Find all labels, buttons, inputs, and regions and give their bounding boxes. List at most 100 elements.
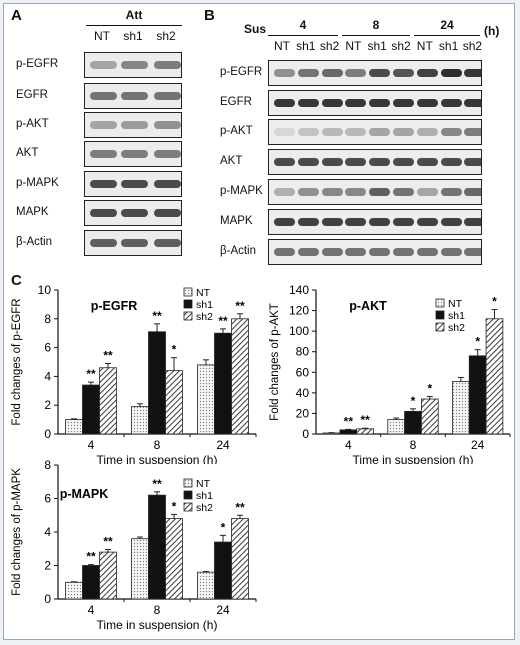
blot-band [90,180,117,188]
blot-band [369,218,391,226]
blot-band [297,158,319,166]
panel-b-unit-label: (h) [484,24,500,38]
panel-a-row-label: EGFR [16,89,48,101]
panel-a-row-label: β-Actin [16,236,53,248]
y-axis-label: Fold changes of p-AKT [269,303,281,421]
panel-b-lane-label: sh2 [391,39,411,53]
panel-a-row-label: p-EGFR [16,58,59,70]
x-axis-label: Time in suspension (h) [97,618,218,632]
panel-b-row-label: p-AKT [220,125,253,137]
y-tick-label: 4 [44,369,51,383]
panel-b-blot [268,209,482,235]
blot-band [464,69,481,77]
bar-sh2 [99,367,117,435]
blot-band [345,218,367,226]
figure-frame: A Att B Sus (h) C 0 2 4 6 8 10 Fold changes of… [3,3,515,640]
significance-mark: ** [235,500,245,514]
panel-b-lane-label: sh1 [367,39,387,53]
panel-b-lane-label: sh1 [438,39,459,53]
y-tick-label: 4 [44,525,51,539]
y-tick-label: 2 [44,559,51,573]
significance-mark: ** [344,414,354,428]
blot-band [464,99,481,107]
blot-band [440,69,462,77]
bar-sh1 [468,355,487,435]
panel-a-blot [84,141,182,167]
blot-band [90,239,117,247]
panel-a-blot [84,52,182,78]
blot-band [345,248,367,256]
blot-band [274,99,295,107]
blot-band [321,99,343,107]
legend-swatch [435,310,445,320]
y-tick-label: 0 [44,427,51,441]
legend-label: sh2 [196,311,213,323]
blot-band [154,92,181,100]
blot-band [90,121,117,129]
blot-band [393,248,414,256]
panel-b-time-line [268,35,338,36]
x-tick-label: 8 [154,438,161,452]
blot-band [154,150,181,158]
blot-band [297,188,319,196]
blot-band [90,150,117,158]
legend-swatch [183,502,193,512]
blot-band [121,209,148,217]
significance-mark: ** [103,535,113,549]
panel-c-letter: C [11,272,22,289]
panel-b-lane-label: NT [274,39,290,53]
blot-band [464,128,481,136]
panel-b-row-label: p-MAPK [220,185,263,197]
y-tick-label: 20 [296,406,310,420]
y-tick-label: 80 [296,345,310,359]
bar-sh1 [82,384,100,435]
blot-band [297,99,319,107]
panel-b-time-header: 8 [372,18,380,32]
y-tick-label: 0 [44,592,51,606]
blot-band [90,92,117,100]
bar-sh2 [165,518,183,600]
blot-band [154,180,181,188]
blot-band [121,239,148,247]
blot-band [274,69,295,77]
blot-band [297,218,319,226]
blot-band [464,218,481,226]
significance-mark: * [475,335,480,349]
panel-b-lane-label: sh1 [296,39,316,53]
blot-band [274,158,295,166]
y-axis-label: Fold changes of p-MAPK [11,468,23,596]
legend-swatch [183,311,193,321]
significance-mark: ** [103,348,113,362]
blot-band [274,248,295,256]
legend-swatch [183,478,193,488]
x-tick-label: 24 [216,603,230,617]
x-tick-label: 4 [88,603,95,617]
panel-a-lane-label: sh1 [123,29,143,43]
legend-label: sh2 [196,502,213,514]
blot-band [416,218,438,226]
blot-band [154,239,181,247]
panel-a-header-line [86,25,182,26]
blot-band [321,158,343,166]
blot-band [440,188,462,196]
panel-b-blot [268,149,482,175]
blot-band [345,69,367,77]
bar-sh2 [231,318,249,435]
significance-mark: ** [86,550,96,564]
blot-band [297,69,319,77]
blot-band [393,188,414,196]
panel-b-time-line [414,35,480,36]
blot-band [121,121,148,129]
blot-band [416,128,438,136]
panel-b-time-line [342,35,410,36]
blot-band [416,248,438,256]
panel-b-blot [268,90,482,116]
x-tick-label: 4 [88,438,95,452]
blot-band [90,61,117,69]
legend-label: NT [196,287,211,299]
blot-band [121,150,148,158]
bar-sh2 [231,518,249,600]
blot-band [369,188,391,196]
panel-a-row-label: AKT [16,147,39,159]
